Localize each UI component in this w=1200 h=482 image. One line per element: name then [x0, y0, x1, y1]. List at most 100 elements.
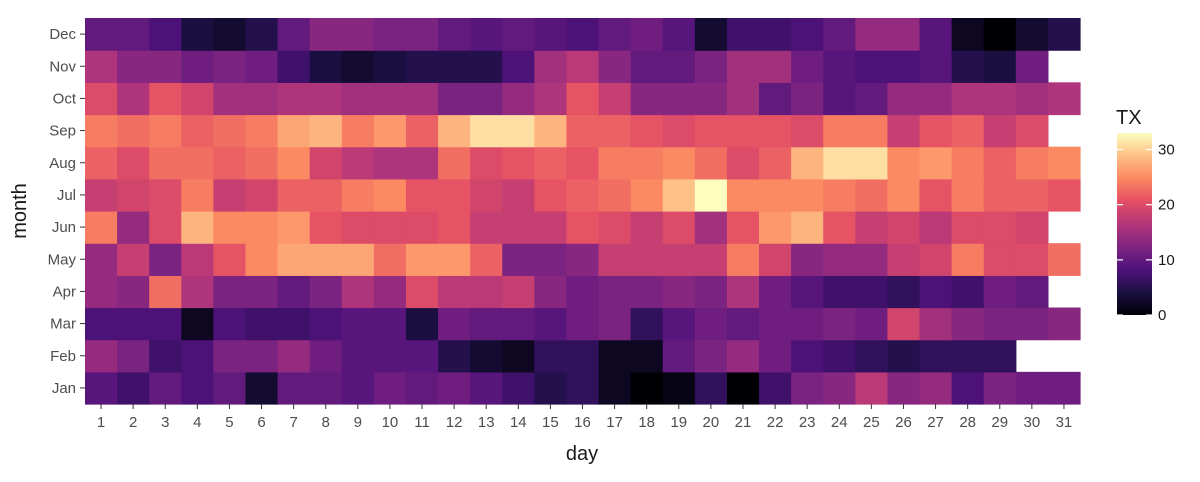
x-tick-label: 9 [354, 414, 362, 431]
y-tick-label: Mar [50, 316, 76, 333]
heatmap-cell [887, 18, 921, 51]
heatmap-cell [534, 339, 568, 373]
heatmap-cells [85, 18, 1081, 405]
heatmap-cell [277, 339, 311, 373]
heatmap-cell [117, 178, 150, 212]
heatmap-cell [951, 146, 985, 180]
heatmap-cell [405, 243, 439, 276]
heatmap-cell [1015, 18, 1049, 51]
heatmap-cell [277, 275, 311, 309]
heatmap-cell [726, 211, 760, 244]
heatmap-cell [534, 50, 568, 83]
heatmap-cell [309, 114, 343, 148]
heatmap-cell [823, 82, 856, 116]
heatmap-cell [438, 243, 471, 276]
heatmap-cell [341, 146, 375, 180]
heatmap-cell [502, 178, 535, 212]
heatmap-cell [85, 243, 118, 276]
heatmap-cell [149, 307, 182, 341]
heatmap-cell [85, 146, 118, 180]
heatmap-cell [85, 114, 118, 148]
heatmap-cell [887, 178, 921, 212]
heatmap-cell [405, 307, 439, 341]
heatmap-cell [213, 211, 247, 244]
heatmap-cell [245, 307, 279, 341]
heatmap-cell [117, 243, 150, 276]
heatmap-cell [309, 307, 343, 341]
heatmap-cell [181, 371, 214, 405]
heatmap-cell [245, 146, 279, 180]
heatmap-cell [85, 18, 118, 51]
heatmap-cell [181, 339, 214, 373]
heatmap-cell [438, 178, 471, 212]
heatmap-cell [213, 275, 247, 309]
x-tick-label: 5 [225, 414, 233, 431]
heatmap-cell [149, 82, 182, 116]
heatmap-cell [117, 146, 150, 180]
heatmap-cell [598, 146, 632, 180]
heatmap-cell [117, 211, 150, 244]
heatmap-cell [149, 339, 182, 373]
legend-title: TX [1116, 107, 1142, 129]
heatmap-cell [1015, 114, 1049, 148]
heatmap-cell [919, 339, 953, 373]
heatmap-cell [373, 307, 407, 341]
heatmap-cell [213, 50, 247, 83]
heatmap-cell [213, 18, 247, 51]
heatmap-cell [823, 211, 856, 244]
heatmap-cell [823, 114, 856, 148]
heatmap-cell [534, 178, 568, 212]
heatmap-cell [309, 18, 343, 51]
heatmap-cell [245, 50, 279, 83]
heatmap-cell [245, 339, 279, 373]
heatmap-cell [726, 178, 760, 212]
heatmap-cell [277, 114, 311, 148]
heatmap-cell [309, 82, 343, 116]
heatmap-cell [662, 178, 696, 212]
heatmap-cell [662, 114, 696, 148]
heatmap-cell [502, 211, 535, 244]
heatmap-cell [341, 275, 375, 309]
heatmap-cell [855, 339, 889, 373]
heatmap-cell [630, 211, 664, 244]
heatmap-cell [149, 114, 182, 148]
heatmap-cell [759, 18, 792, 51]
heatmap-cell [438, 339, 471, 373]
heatmap-cell [502, 339, 535, 373]
heatmap-cell [759, 82, 792, 116]
heatmap-cell [181, 114, 214, 148]
heatmap-cell [1015, 307, 1049, 341]
heatmap-cell [694, 339, 728, 373]
heatmap-cell [405, 114, 439, 148]
heatmap-cell [983, 114, 1017, 148]
x-tick-label: 20 [703, 414, 720, 431]
heatmap-cell [149, 211, 182, 244]
heatmap-cell [117, 18, 150, 51]
heatmap-cell [149, 146, 182, 180]
heatmap-cell [470, 82, 503, 116]
heatmap-cell [373, 50, 407, 83]
heatmap-cell [598, 211, 632, 244]
heatmap-cell [181, 50, 214, 83]
heatmap-cell [823, 339, 856, 373]
y-tick-label: Apr [53, 283, 76, 300]
x-tick-label: 6 [257, 414, 265, 431]
heatmap-cell [919, 371, 953, 405]
heatmap-cell [341, 371, 375, 405]
heatmap-cell [630, 82, 664, 116]
heatmap-cell [759, 211, 792, 244]
heatmap-cell [823, 243, 856, 276]
heatmap-cell [566, 146, 600, 180]
heatmap-cell [85, 178, 118, 212]
heatmap-cell [277, 307, 311, 341]
x-axis: 1 2 3 4 5 6 7 8 9 10 11 12 13 14 15 16 17 18 19 20 21 22 23 24 2… [97, 404, 1072, 431]
heatmap-cell [598, 371, 632, 405]
heatmap-cell [983, 82, 1017, 116]
heatmap-cell [245, 275, 279, 309]
heatmap-cell [245, 371, 279, 405]
heatmap-cell [919, 50, 953, 83]
heatmap-cell [502, 114, 535, 148]
x-tick-label: 1 [97, 414, 105, 431]
heatmap-cell [181, 243, 214, 276]
heatmap-cell [983, 243, 1017, 276]
